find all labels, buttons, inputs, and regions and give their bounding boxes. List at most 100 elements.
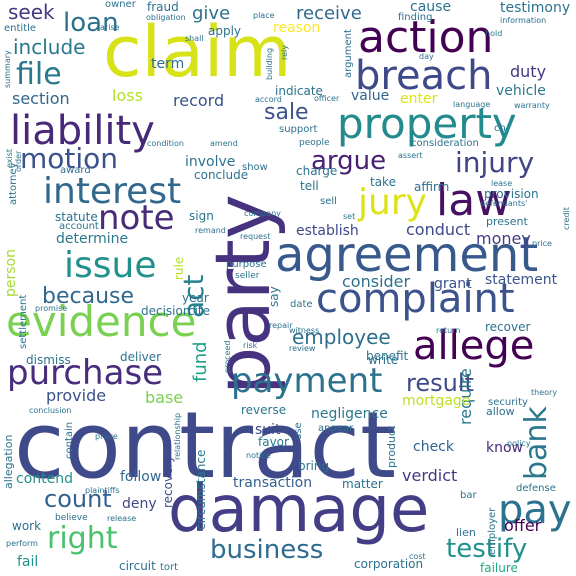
word-fraud: fraud xyxy=(147,0,179,14)
word-perform: perform xyxy=(6,539,38,548)
word-evidence: evidence xyxy=(6,297,197,346)
word-deliver: deliver xyxy=(120,350,162,364)
word-mortgage: mortgage xyxy=(402,393,471,409)
word-payment: payment xyxy=(231,361,383,401)
word-charge: charge xyxy=(296,164,338,178)
word-believe: believe xyxy=(55,513,88,523)
word-breach: breach xyxy=(355,53,493,99)
word-section: section xyxy=(12,89,70,108)
word-proceed: proceed xyxy=(223,340,232,373)
word-conclude: conclude xyxy=(194,168,249,182)
word-jury: jury xyxy=(358,182,427,223)
word-shall: shall xyxy=(185,34,204,43)
word-allege: allege xyxy=(413,323,535,369)
word-offer: offer xyxy=(504,516,542,535)
word-enter: enter xyxy=(400,91,438,107)
word-recover: recover xyxy=(485,320,531,334)
word-rule: rule xyxy=(172,256,186,280)
word-vehicle: vehicle xyxy=(496,83,546,99)
word-tort: tort xyxy=(160,562,179,573)
word-consider: consider xyxy=(342,272,411,291)
word-include: include xyxy=(13,35,86,59)
word-contract: contract xyxy=(14,392,397,499)
word-corporation: corporation xyxy=(354,557,424,571)
word-cite: cite xyxy=(188,304,211,318)
word-ch: ch xyxy=(494,123,506,134)
word-apply: apply xyxy=(208,24,242,38)
word-defense: defense xyxy=(516,483,556,494)
word-security: security xyxy=(488,397,528,408)
word-verdict: verdict xyxy=(402,466,458,485)
word-count: count xyxy=(44,485,112,513)
word-contain: contain xyxy=(64,421,75,459)
word-policy: policy xyxy=(507,439,531,448)
word-deny: deny xyxy=(122,496,157,512)
word-tell: tell xyxy=(300,179,319,193)
word-base: base xyxy=(145,388,184,407)
word-allow: allow xyxy=(486,405,515,418)
word-order: order xyxy=(14,150,23,172)
word-motion: motion xyxy=(20,142,119,175)
word-hold: hold xyxy=(485,29,503,38)
word-price: price xyxy=(532,239,552,248)
word-give: give xyxy=(192,3,231,24)
word-cause: cause xyxy=(410,0,452,15)
word-release: release xyxy=(107,514,137,523)
word-because: because xyxy=(42,284,135,309)
word-failure: failure xyxy=(480,561,518,575)
word-officer: officer xyxy=(314,94,340,103)
word-request: request xyxy=(240,232,271,241)
word-repair: repair xyxy=(269,321,293,330)
word-receive: receive xyxy=(296,3,362,24)
word-arise: arise xyxy=(100,23,120,32)
word-fund: fund xyxy=(190,341,211,382)
word-day: day xyxy=(419,52,434,61)
word-agreement: agreement xyxy=(275,227,539,283)
word-award: award xyxy=(60,165,91,176)
word-credit: credit xyxy=(562,207,571,230)
word-relationship: relationship xyxy=(173,412,182,460)
word-theory: theory xyxy=(531,388,558,397)
word-take: take xyxy=(370,175,396,189)
word-property: property xyxy=(337,99,517,148)
word-remand: remand xyxy=(195,226,226,235)
word-summary: summary xyxy=(3,50,12,88)
word-bring: bring xyxy=(298,459,330,473)
word-place: place xyxy=(253,11,275,20)
word-purpose: purpose xyxy=(226,259,267,270)
word-dismiss: dismiss xyxy=(26,353,71,367)
word-value: value xyxy=(351,88,390,104)
word-provide: provide xyxy=(46,386,107,405)
word-file: file xyxy=(16,57,62,92)
word-pay: pay xyxy=(498,487,572,533)
word-damage: damage xyxy=(168,473,430,547)
word-law: law xyxy=(436,175,512,226)
word-sale: sale xyxy=(264,100,309,125)
word-obligation: obligation xyxy=(146,13,186,22)
word-employee: employee xyxy=(292,325,391,349)
word-provision: provision xyxy=(484,187,539,201)
word-witness: witness xyxy=(289,326,320,335)
word-transaction: transaction xyxy=(233,475,313,491)
word-accord: accord xyxy=(255,95,282,104)
word-business: business xyxy=(210,535,324,565)
word-building: building xyxy=(265,47,274,80)
word-grant: grant xyxy=(434,276,472,292)
word-prove: prove xyxy=(95,432,118,441)
word-decision: decision xyxy=(141,304,191,318)
word-notice: notice xyxy=(246,451,271,460)
word-consideration: consideration xyxy=(411,138,479,149)
word-appear: appear xyxy=(318,423,354,434)
word-issue: issue xyxy=(64,245,157,286)
word-complaint: complaint xyxy=(316,276,515,322)
word-finding: finding xyxy=(398,12,433,23)
word-result: result xyxy=(406,369,474,397)
word-lien: lien xyxy=(456,526,476,539)
word-suit: suit xyxy=(255,422,281,438)
word-bar: bar xyxy=(460,490,477,501)
word-present: present xyxy=(486,215,528,228)
word-recovery: recovery xyxy=(161,455,175,508)
word-benefit: benefit xyxy=(366,349,409,363)
word-claim: claim xyxy=(103,11,292,93)
